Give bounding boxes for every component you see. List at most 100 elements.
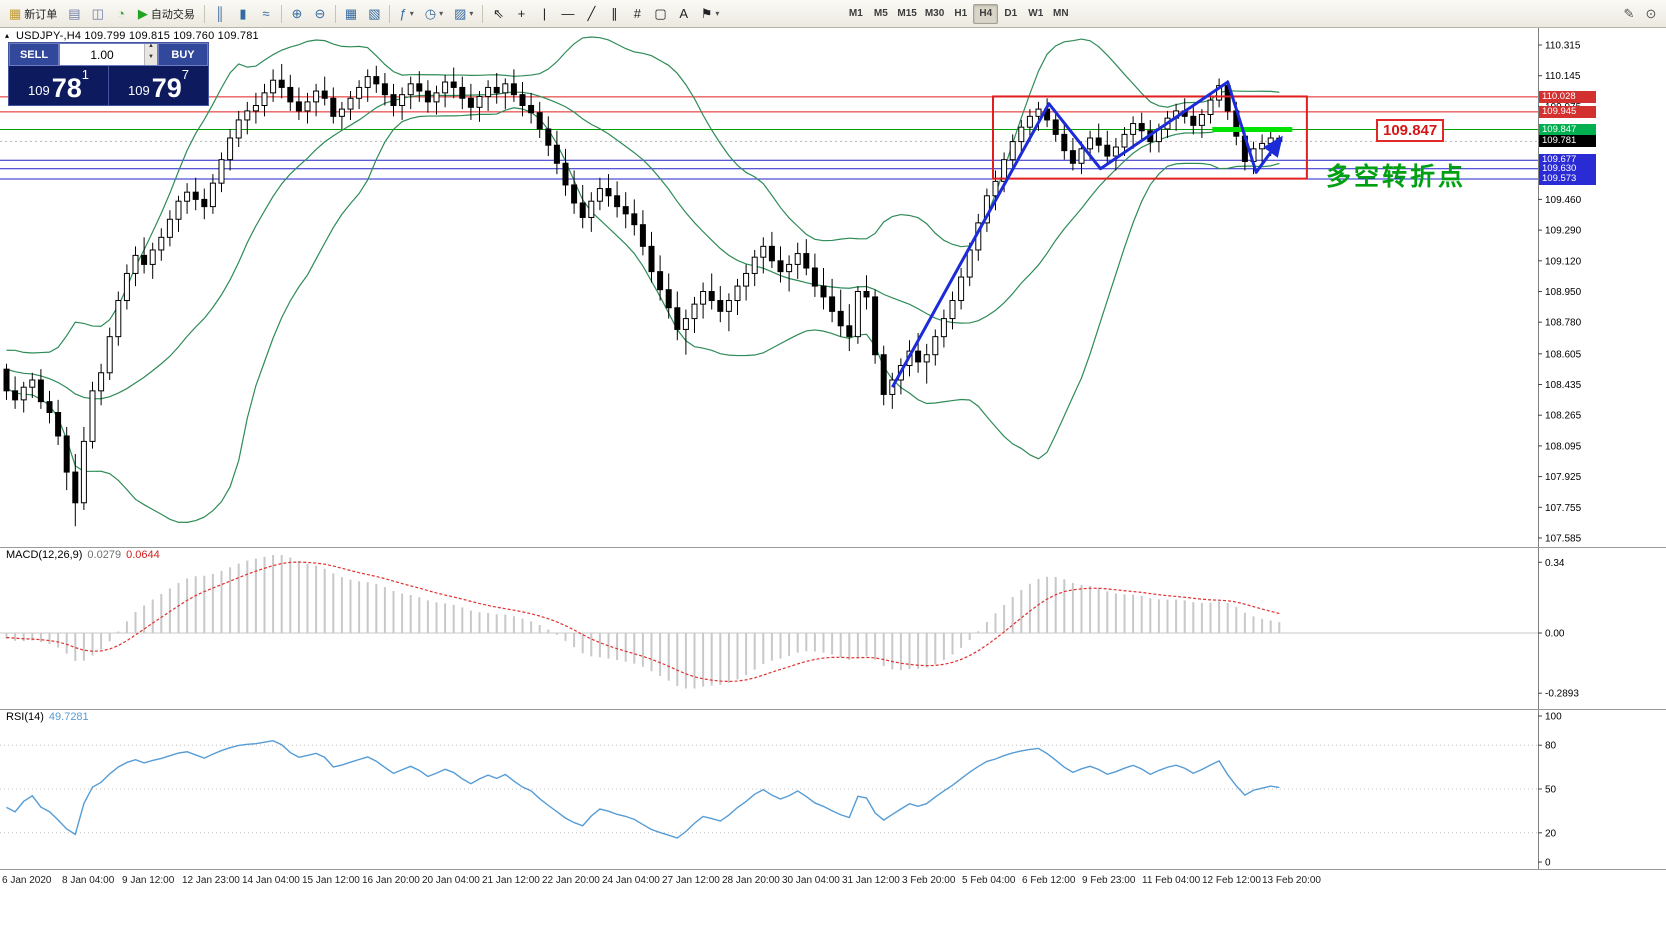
- chart-window[interactable]: 110.315110.145109.975109.460109.290109.1…: [0, 28, 1666, 945]
- one-click-trading-panel: SELL ▲ ▼ BUY 109 78 1 109 79 7: [8, 42, 209, 106]
- fibonacci-button[interactable]: #: [626, 3, 648, 25]
- vertical-line-button[interactable]: |: [533, 3, 555, 25]
- chevron-down-icon: ▾: [409, 9, 414, 18]
- svg-text:107.755: 107.755: [1545, 503, 1582, 514]
- svg-text:9 Jan 12:00: 9 Jan 12:00: [122, 875, 175, 886]
- text-icon: A: [679, 6, 689, 21]
- price-level-flag: 110.028: [1539, 91, 1596, 103]
- buy-price-big: 79: [151, 73, 182, 104]
- cursor-button[interactable]: ⇖: [487, 3, 509, 25]
- candlestick-chart-button[interactable]: ▮: [232, 3, 254, 25]
- shapes-icon: ▢: [654, 6, 667, 21]
- volume-up-icon[interactable]: ▲: [145, 43, 157, 55]
- zoom-out-icon: ⊖: [314, 6, 326, 21]
- macd-name: MACD(12,26,9): [6, 549, 83, 561]
- edit-button[interactable]: ✎: [1618, 3, 1640, 25]
- chart-symbol-title: USDJPY-,H4 109.799 109.815 109.760 109.7…: [16, 30, 259, 42]
- rsi-value: 49.7281: [48, 711, 89, 723]
- zoom-in-icon: ⊕: [291, 6, 303, 21]
- timeframe-H4[interactable]: H4: [973, 3, 999, 24]
- new-order-button-label: 新订单: [24, 8, 58, 21]
- svg-text:108.435: 108.435: [1545, 380, 1582, 391]
- svg-text:110.315: 110.315: [1545, 41, 1581, 52]
- svg-text:108.265: 108.265: [1545, 411, 1582, 422]
- new-chart-button[interactable]: ▤: [63, 3, 85, 25]
- svg-text:80: 80: [1545, 741, 1557, 752]
- crosshair-icon: +: [517, 6, 526, 21]
- text-button[interactable]: A: [673, 3, 695, 25]
- toolbar-separator: [280, 4, 282, 23]
- chart-canvas[interactable]: 110.315110.145109.975109.460109.290109.1…: [0, 28, 1666, 945]
- svg-text:12 Jan 23:00: 12 Jan 23:00: [182, 875, 240, 886]
- crosshair-button[interactable]: +: [510, 3, 532, 25]
- price-callout-label[interactable]: 109.847: [1376, 119, 1445, 142]
- price-level-flag: 109.847: [1539, 124, 1596, 136]
- sell-price[interactable]: 109 78 1: [9, 66, 108, 105]
- chevron-down-icon: ▾: [469, 9, 474, 18]
- cascade-windows-button[interactable]: ▧: [363, 3, 385, 25]
- svg-text:108.950: 108.950: [1545, 287, 1582, 298]
- period-button[interactable]: ◷ ▾: [420, 3, 448, 25]
- label-button[interactable]: ⚑ ▾: [696, 3, 725, 25]
- search-icon: ⊙: [1645, 6, 1657, 21]
- buy-price[interactable]: 109 79 7: [109, 66, 208, 105]
- refresh-button[interactable]: ◔: [110, 3, 132, 25]
- macd-value-signal: 0.0644: [126, 549, 160, 561]
- timeframe-H1[interactable]: H1: [954, 8, 968, 19]
- edit-icon: ✎: [1623, 6, 1635, 21]
- auto-trading-button[interactable]: ▶ 自动交易: [133, 3, 200, 25]
- turning-point-annotation[interactable]: 多空转折点: [1326, 163, 1467, 191]
- highlight-rectangle[interactable]: [992, 95, 1308, 180]
- profiles-button[interactable]: ◫: [87, 3, 109, 25]
- svg-text:15 Jan 12:00: 15 Jan 12:00: [302, 875, 360, 886]
- toolbar-right-icons: ✎ ⊙: [1618, 3, 1662, 25]
- sell-price-prefix: 109: [28, 83, 50, 98]
- volume-down-icon[interactable]: ▼: [145, 54, 157, 65]
- shapes-button[interactable]: ▢: [649, 3, 671, 25]
- line-chart-button[interactable]: ≈: [255, 3, 277, 25]
- timeframe-W1[interactable]: W1: [1028, 8, 1044, 19]
- svg-text:0.34: 0.34: [1545, 558, 1565, 569]
- svg-text:6 Feb 12:00: 6 Feb 12:00: [1022, 875, 1076, 886]
- fibonacci-icon: #: [633, 6, 642, 21]
- axes-layer: 110.315110.145109.975109.460109.290109.1…: [0, 28, 1666, 886]
- new-order-button[interactable]: ▦ 新订单: [4, 3, 62, 25]
- timeframe-M15[interactable]: M15: [897, 8, 917, 19]
- rsi-pane: [0, 739, 1538, 839]
- tile-windows-button[interactable]: ▦: [340, 3, 362, 25]
- zoom-in-button[interactable]: ⊕: [286, 3, 308, 25]
- svg-text:3 Feb 20:00: 3 Feb 20:00: [902, 875, 956, 886]
- zoom-out-button[interactable]: ⊖: [309, 3, 331, 25]
- chart-annotations[interactable]: [891, 80, 1308, 388]
- svg-text:107.925: 107.925: [1545, 472, 1582, 483]
- toolbar-separator: [203, 4, 205, 23]
- svg-text:109.120: 109.120: [1545, 256, 1582, 267]
- collapse-panel-icon[interactable]: ▴: [5, 31, 10, 40]
- bar-chart-button[interactable]: ║: [209, 3, 231, 25]
- bid-price-flag: 109.781: [1539, 135, 1596, 147]
- horizontal-line-button[interactable]: —: [556, 3, 579, 25]
- line-chart-icon: ≈: [262, 6, 270, 21]
- search-button[interactable]: ⊙: [1640, 3, 1662, 25]
- svg-text:20 Jan 04:00: 20 Jan 04:00: [422, 875, 480, 886]
- timeframe-M30[interactable]: M30: [924, 8, 945, 19]
- trendline-button[interactable]: ╱: [580, 3, 602, 25]
- indicators-button[interactable]: ƒ ▾: [394, 3, 418, 25]
- volume-input[interactable]: [60, 44, 144, 65]
- trend-zigzag-line[interactable]: [891, 80, 1283, 388]
- timeframe-M1[interactable]: M1: [848, 8, 863, 19]
- svg-text:28 Jan 20:00: 28 Jan 20:00: [722, 875, 780, 886]
- refresh-icon: ◔: [116, 6, 125, 21]
- buy-button[interactable]: BUY: [158, 43, 208, 66]
- timeframe-toolbar: M1 M5 M15 M30 H1 H4 D1 W1 MN: [843, 3, 1073, 24]
- sell-button[interactable]: SELL: [9, 43, 59, 66]
- templates-button[interactable]: ▨ ▾: [449, 3, 478, 25]
- profiles-icon: ◫: [91, 6, 104, 21]
- timeframe-D1[interactable]: D1: [1004, 8, 1018, 19]
- channel-button[interactable]: ∥: [603, 3, 625, 25]
- tile-windows-icon: ▦: [344, 6, 358, 21]
- timeframe-M5[interactable]: M5: [873, 8, 888, 19]
- svg-text:31 Jan 12:00: 31 Jan 12:00: [842, 875, 900, 886]
- timeframe-MN[interactable]: MN: [1053, 8, 1069, 19]
- indicators-icon: ƒ: [399, 6, 407, 21]
